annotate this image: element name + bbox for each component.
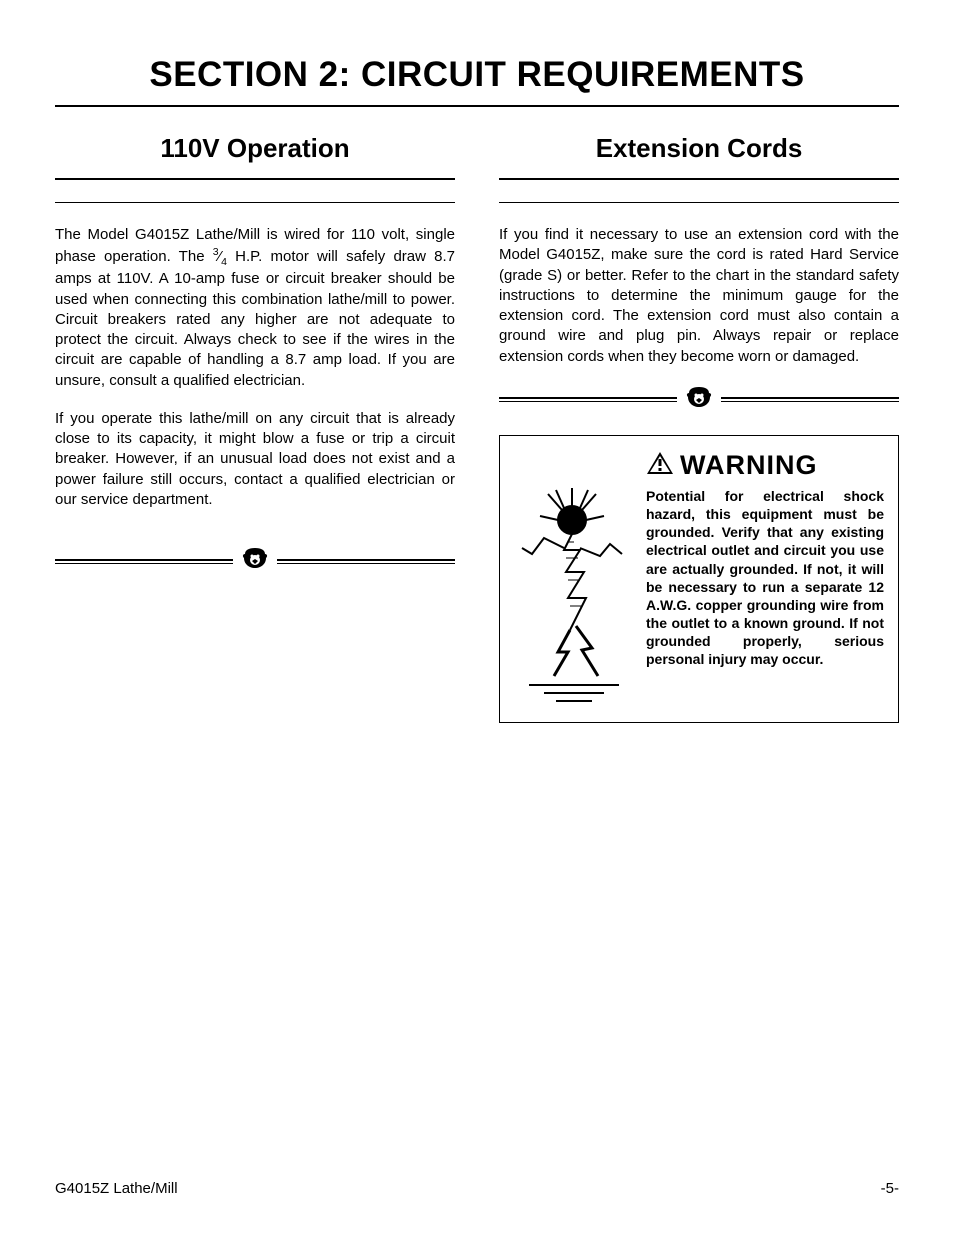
two-column-layout: 110V Operation The Model G4015Z Lathe/Mi… xyxy=(55,133,899,723)
divider-line-left xyxy=(499,397,677,402)
ground-symbol-icon xyxy=(529,684,619,708)
footer-left: G4015Z Lathe/Mill xyxy=(55,1180,178,1197)
page-footer: G4015Z Lathe/Mill -5- xyxy=(55,1180,899,1197)
divider-line-right xyxy=(277,559,455,564)
warning-box: WARNING Potential for electrical shock h… xyxy=(499,435,899,723)
right-heading: Extension Cords xyxy=(499,133,899,164)
warning-header: WARNING xyxy=(646,450,884,481)
section-title: SECTION 2: CIRCUIT REQUIREMENTS xyxy=(55,55,899,107)
warning-triangle-icon xyxy=(646,451,674,480)
left-para-1b: H.P. motor will safely draw 8.7 amps at … xyxy=(55,248,455,388)
bear-icon xyxy=(685,385,713,415)
right-para-1: If you find it necessary to use an exten… xyxy=(499,225,899,367)
right-column: Extension Cords If you find it necessary… xyxy=(499,133,899,723)
left-para-1: The Model G4015Z Lathe/Mill is wired for… xyxy=(55,225,455,391)
warning-text: Potential for electrical shock hazard, t… xyxy=(646,487,884,669)
right-heading-rule-thick xyxy=(499,178,899,180)
left-heading-rule-thin xyxy=(55,202,455,203)
warning-label: WARNING xyxy=(680,450,818,481)
left-column: 110V Operation The Model G4015Z Lathe/Mi… xyxy=(55,133,455,723)
left-heading: 110V Operation xyxy=(55,133,455,164)
bear-icon xyxy=(241,546,269,576)
divider-line-right xyxy=(721,397,899,402)
shock-figure-icon xyxy=(514,480,634,680)
warning-graphic xyxy=(514,450,634,708)
divider-line-left xyxy=(55,559,233,564)
section-divider-left xyxy=(55,546,455,576)
left-para-2: If you operate this lathe/mill on any ci… xyxy=(55,409,455,510)
footer-right: -5- xyxy=(881,1180,899,1197)
fraction-numerator: 3 xyxy=(213,246,219,258)
section-divider-right xyxy=(499,385,899,415)
right-heading-rule-thin xyxy=(499,202,899,203)
warning-content: WARNING Potential for electrical shock h… xyxy=(646,450,884,708)
left-heading-rule-thick xyxy=(55,178,455,180)
